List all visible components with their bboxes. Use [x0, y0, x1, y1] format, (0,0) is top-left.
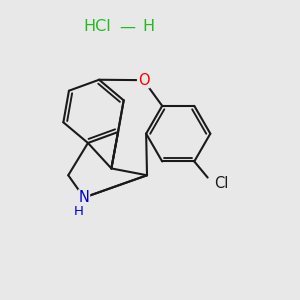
Text: O: O — [138, 73, 149, 88]
Text: —: — — [119, 20, 135, 35]
Text: N: N — [79, 190, 89, 205]
Text: HCl: HCl — [83, 19, 111, 34]
Text: H: H — [142, 19, 155, 34]
Text: H: H — [74, 205, 84, 218]
Text: Cl: Cl — [214, 176, 228, 191]
